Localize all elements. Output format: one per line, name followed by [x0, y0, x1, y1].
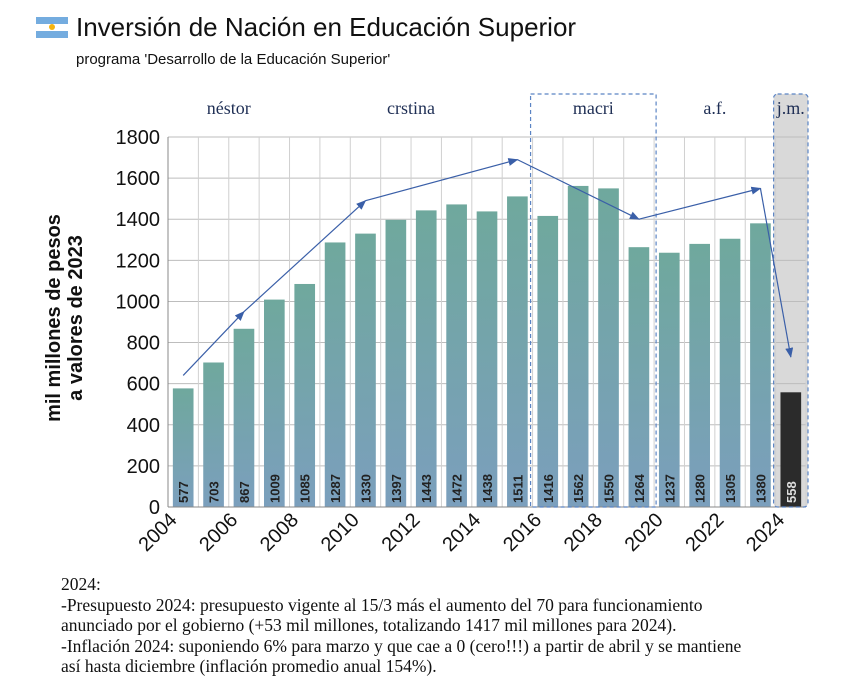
chart-title: Inversión de Nación en Educación Superio…: [76, 12, 577, 42]
bar: [507, 196, 528, 507]
bar: [233, 328, 255, 507]
bar: [355, 233, 376, 507]
trend-arrow: [759, 188, 794, 358]
x-tick-label: 2018: [560, 509, 607, 556]
value-labels: 577 703 867 1009 1085 1287 1330 1397 1443 1472 143…: [176, 473, 799, 503]
note-line: así hasta diciembre (inflación promedio …: [61, 656, 437, 676]
period-label: néstor: [207, 98, 251, 118]
y-axis-title-line: mil millones de pesos: [43, 214, 65, 422]
bars: [172, 185, 802, 508]
bar: [658, 252, 680, 507]
period-label: crstina: [387, 98, 435, 118]
bar: [415, 210, 437, 507]
bar-value-label: 703: [207, 481, 222, 503]
trend-arrow: [243, 200, 367, 313]
x-tick-label: 2004: [135, 509, 182, 556]
bar-value-label: 1009: [267, 474, 282, 503]
period-label: a.f.: [703, 98, 726, 118]
bar: [294, 283, 316, 507]
trend-arrow: [638, 186, 762, 220]
title-row: Inversión de Nación en Educación Superio…: [36, 12, 576, 43]
x-tick-label: 2020: [621, 509, 668, 556]
bar: [264, 299, 285, 507]
bar: [719, 238, 741, 507]
x-tick-label: 2016: [499, 509, 546, 556]
note-line: -Inflación 2024: suponiendo 6% para marz…: [61, 635, 742, 656]
bar-value-label: 577: [176, 481, 191, 503]
period-label: j.m.: [776, 98, 805, 118]
bar: [203, 362, 224, 507]
y-tick-label: 1600: [116, 168, 161, 190]
trend-arrow: [365, 158, 519, 202]
x-tick-label: 2024: [742, 509, 789, 556]
chart-subtitle: programa 'Desarrollo de la Educación Sup…: [76, 51, 391, 68]
x-tick-label: 2010: [317, 509, 364, 556]
bar-value-label: 1085: [298, 474, 313, 503]
note-line: -Presupuesto 2024: presupuesto vigente a…: [61, 594, 703, 615]
period-labels: néstor crstina macri a.f. j.m.: [207, 93, 809, 508]
bar-value-label: 867: [237, 481, 252, 503]
bar-value-label: 1287: [328, 474, 343, 503]
y-tick-label: 1200: [116, 250, 161, 272]
bar: [598, 188, 619, 507]
period-label: macri: [573, 98, 614, 118]
notes: 2024: -Presupuesto 2024: presupuesto vig…: [61, 574, 861, 677]
bar: [324, 242, 346, 507]
bar-value-label: 558: [784, 481, 799, 503]
y-tick-label: 0: [149, 497, 160, 519]
x-tick-label: 2006: [195, 509, 242, 556]
period-box: [529, 93, 657, 508]
y-tick-label: 600: [127, 374, 160, 396]
bar: [628, 247, 650, 507]
x-tick-label: 2008: [256, 509, 303, 556]
bar-value-label: 1397: [389, 474, 404, 503]
y-tick-label: 1400: [116, 209, 161, 231]
bar-value-label: 1330: [358, 474, 373, 503]
bar: [567, 185, 589, 507]
bar: [172, 388, 194, 507]
bar-value-label: 1416: [541, 474, 556, 503]
argentina-flag-icon: [36, 16, 68, 39]
bar-chart: 577 703 867 1009 1085 1287 1330 1397 1443 1472 143…: [43, 93, 809, 556]
bar: [446, 204, 467, 507]
bar: [385, 219, 407, 508]
bar-value-label: 1380: [753, 474, 768, 503]
x-tick-label: 2012: [378, 509, 425, 556]
bar: [689, 243, 710, 507]
bar: [476, 211, 498, 507]
bar-value-label: 1550: [602, 474, 617, 503]
bar: [780, 392, 802, 507]
bar-value-label: 1237: [662, 474, 677, 503]
x-tick-label: 2014: [438, 509, 485, 556]
x-tick-label: 2022: [681, 509, 728, 556]
chart-header: Inversión de Nación en Educación Superio…: [36, 12, 576, 68]
bar-value-label: 1280: [693, 474, 708, 503]
y-tick-label: 400: [127, 415, 160, 437]
bar-value-label: 1443: [419, 474, 434, 503]
bar-value-label: 1264: [632, 473, 647, 503]
bar: [750, 223, 771, 508]
bar-value-label: 1438: [480, 474, 495, 503]
y-tick-label: 1000: [116, 291, 161, 313]
trend-arrow: [182, 310, 245, 376]
y-tick-label: 800: [127, 333, 160, 355]
note-line: anunciado por el gobierno (+53 mil millo…: [61, 615, 677, 635]
trend-arrow: [517, 159, 640, 220]
y-axis-title: mil millones de pesos a valores de 2023: [43, 214, 87, 422]
bar-value-label: 1472: [450, 474, 465, 503]
y-axis-title-line: a valores de 2023: [65, 235, 87, 401]
note-line: 2024:: [61, 574, 101, 594]
bar: [537, 215, 559, 507]
trend-arrows: [182, 158, 794, 376]
bar-value-label: 1562: [571, 474, 586, 503]
period-box: [773, 93, 809, 508]
bar-value-label: 1511: [510, 475, 525, 503]
bar-value-label: 1305: [723, 474, 738, 503]
y-tick-label: 200: [127, 456, 160, 478]
y-tick-label: 1800: [116, 127, 161, 149]
